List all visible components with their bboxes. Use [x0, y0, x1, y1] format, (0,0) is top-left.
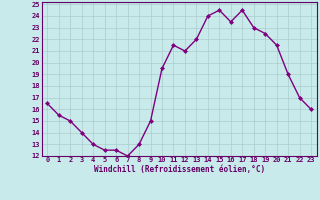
X-axis label: Windchill (Refroidissement éolien,°C): Windchill (Refroidissement éolien,°C): [94, 165, 265, 174]
